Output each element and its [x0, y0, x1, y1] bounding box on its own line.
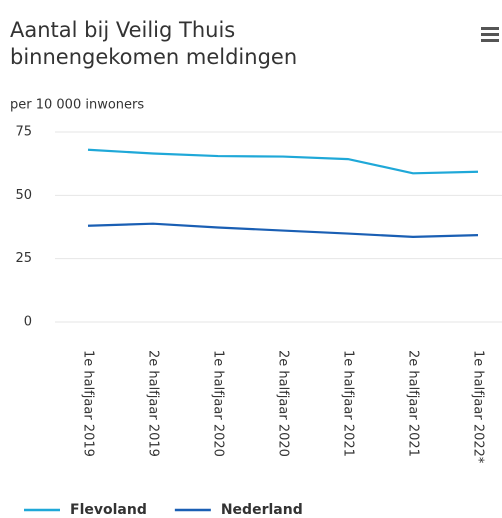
- y-axis-label: per 10 000 inwoners: [10, 98, 144, 113]
- x-tick-label: 2e halfjaar 2019: [146, 350, 161, 457]
- y-tick-label: 0: [24, 315, 32, 330]
- x-tick-label: 1e halfjaar 2022*: [471, 350, 486, 464]
- menu-bar[interactable]: [481, 39, 499, 42]
- chart-title: Aantal bij Veilig Thuis: [10, 18, 235, 42]
- x-tick-label: 1e halfjaar 2020: [211, 350, 226, 457]
- menu-bar[interactable]: [481, 27, 499, 30]
- menu-bar[interactable]: [481, 33, 499, 36]
- x-tick-label: 2e halfjaar 2020: [276, 350, 291, 457]
- y-tick-label: 75: [15, 125, 32, 140]
- legend-label: Flevoland: [70, 502, 147, 518]
- legend-label: Nederland: [221, 502, 303, 518]
- series-line: [87, 222, 479, 238]
- chart-title: binnengekomen meldingen: [10, 45, 297, 69]
- x-tick-label: 1e halfjaar 2021: [341, 350, 356, 457]
- y-tick-label: 25: [15, 251, 32, 266]
- series-line: [87, 148, 479, 175]
- menu-icon[interactable]: [481, 27, 499, 42]
- y-tick-label: 50: [15, 188, 32, 203]
- x-tick-label: 2e halfjaar 2021: [406, 350, 421, 457]
- x-tick-label: 1e halfjaar 2019: [81, 350, 96, 457]
